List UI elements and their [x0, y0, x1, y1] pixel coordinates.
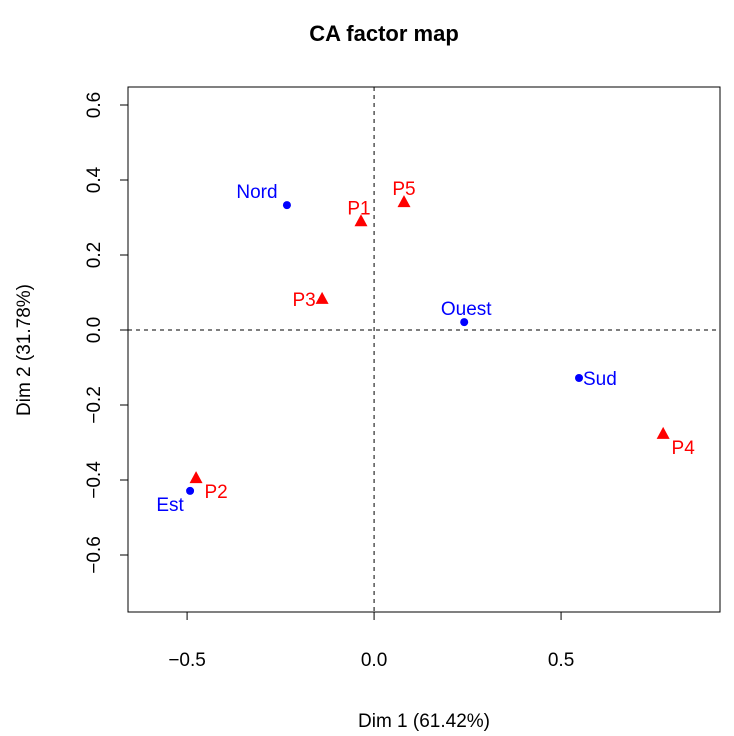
point-label: Est [156, 495, 184, 516]
point-label: Sud [583, 369, 617, 390]
y-tick-label: −0.2 [84, 386, 105, 424]
x-axis-label: Dim 1 (61.42%) [358, 711, 490, 732]
point [575, 374, 584, 382]
point-label: P3 [292, 290, 315, 311]
point [186, 486, 195, 495]
y-axis-label: Dim 2 (31.78%) [14, 284, 35, 416]
point-label: P2 [204, 482, 227, 503]
x-tick-label: 0.0 [361, 650, 387, 671]
x-tick-label: 0.5 [548, 650, 574, 671]
y-tick-label: 0.6 [84, 92, 105, 118]
point [189, 471, 203, 484]
point [460, 318, 469, 327]
point-label: Ouest [441, 299, 492, 320]
point-label: P5 [392, 179, 415, 200]
x-tick-label: −0.5 [168, 650, 206, 671]
point-label: P1 [347, 198, 370, 219]
point [397, 195, 411, 208]
point [656, 426, 670, 439]
y-tick-label: 0.4 [84, 166, 105, 193]
y-tick-label: −0.4 [84, 461, 105, 499]
y-tick-label: −0.6 [84, 536, 105, 574]
point-label: P4 [672, 438, 696, 459]
point [354, 214, 368, 227]
plot-box [127, 86, 721, 613]
chart-title: CA factor map [309, 21, 459, 46]
point [282, 201, 291, 210]
point-label: Nord [236, 182, 277, 203]
y-tick-label: 0.2 [84, 242, 105, 268]
point [315, 291, 329, 304]
y-tick-label: 0.0 [84, 317, 105, 343]
